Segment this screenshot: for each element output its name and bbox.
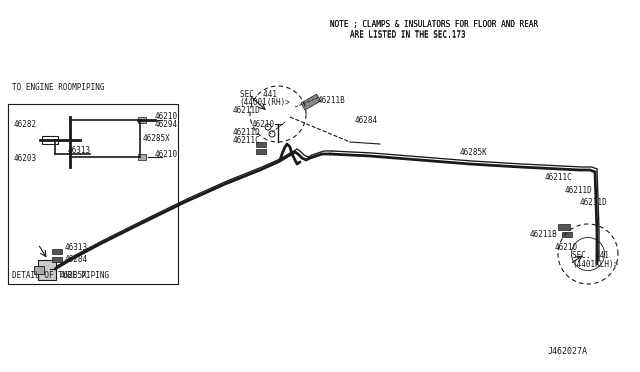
Text: 46285X: 46285X (60, 272, 88, 280)
Bar (42, 136, 58, 144)
Bar (256, 142, 266, 147)
Text: DETAIL OF TUBE PIPING: DETAIL OF TUBE PIPING (12, 272, 109, 280)
Text: J462027A: J462027A (548, 347, 588, 356)
Text: 46211C: 46211C (233, 135, 260, 144)
Bar (38, 260, 56, 280)
Bar (562, 232, 572, 237)
Text: 46284: 46284 (355, 115, 378, 125)
Bar (52, 257, 62, 262)
Bar (138, 154, 146, 160)
Text: 46282: 46282 (14, 119, 37, 128)
Text: 46211C: 46211C (545, 173, 573, 182)
Text: SEC. 441: SEC. 441 (240, 90, 277, 99)
Bar (558, 224, 570, 230)
Text: SEC. 441: SEC. 441 (572, 251, 609, 260)
Text: 46211D: 46211D (565, 186, 593, 195)
Text: 46284: 46284 (65, 256, 88, 264)
Bar (256, 149, 266, 154)
Text: 46211B: 46211B (318, 96, 346, 105)
Text: NOTE ; CLAMPS & INSULATORS FOR FLOOR AND REAR: NOTE ; CLAMPS & INSULATORS FOR FLOOR AND… (330, 19, 538, 29)
Text: 46210: 46210 (155, 150, 178, 158)
Text: ARE LISTED IN THE SEC.173: ARE LISTED IN THE SEC.173 (350, 31, 466, 39)
Text: 46210: 46210 (252, 119, 275, 128)
Text: 46211D: 46211D (580, 198, 608, 206)
Circle shape (265, 124, 271, 130)
Text: 46210: 46210 (155, 112, 178, 121)
Text: 46211D: 46211D (233, 128, 260, 137)
Text: NOTE ; CLAMPS & INSULATORS FOR FLOOR AND REAR: NOTE ; CLAMPS & INSULATORS FOR FLOOR AND… (330, 19, 538, 29)
Circle shape (269, 131, 275, 137)
Text: (4401KLH)>: (4401KLH)> (572, 260, 618, 269)
Text: 46211D: 46211D (233, 106, 260, 115)
Bar (301, 94, 321, 110)
Text: (44001(RH)>: (44001(RH)> (239, 97, 290, 106)
Text: 46313: 46313 (65, 243, 88, 251)
Bar (52, 249, 62, 254)
Text: 46285K: 46285K (460, 148, 488, 157)
Text: TO ENGINE ROOMPIPING: TO ENGINE ROOMPIPING (12, 83, 104, 92)
Text: 46211B: 46211B (530, 230, 557, 238)
Bar (138, 117, 146, 123)
Text: 46285X: 46285X (143, 134, 171, 142)
Text: 46313: 46313 (68, 145, 91, 154)
Bar (34, 266, 44, 274)
Text: 46203: 46203 (14, 154, 37, 163)
Text: 46294: 46294 (155, 119, 178, 128)
Text: 46210: 46210 (555, 243, 578, 251)
Text: ARE LISTED IN THE SEC.173: ARE LISTED IN THE SEC.173 (350, 29, 466, 38)
